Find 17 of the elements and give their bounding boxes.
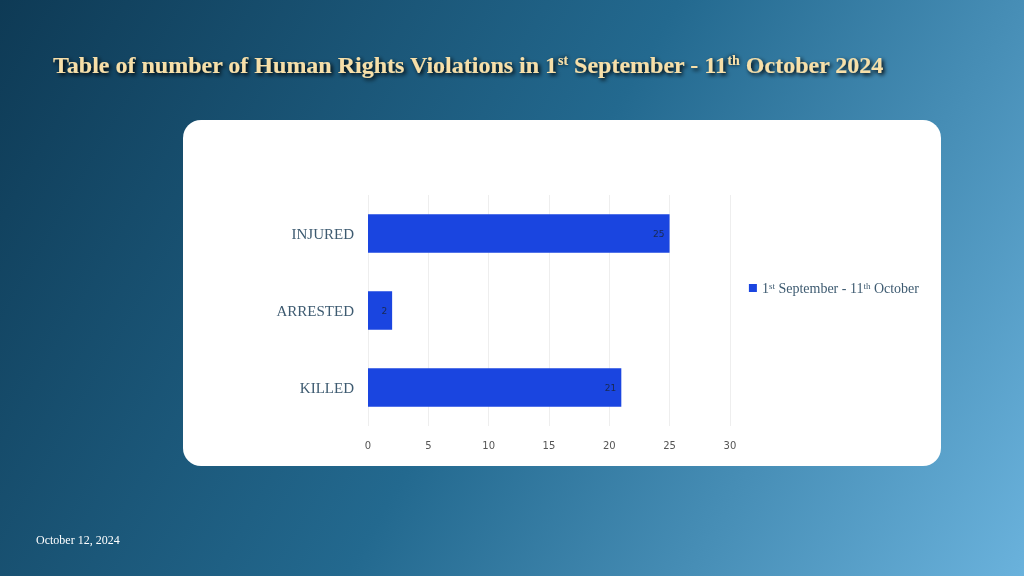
x-tick-label: 25 [663, 439, 676, 451]
x-tick-label: 15 [542, 439, 556, 451]
x-tick-label: 5 [425, 439, 432, 451]
y-tick-label: INJURED [291, 225, 355, 242]
y-tick-label: ARRESTED [276, 302, 355, 319]
bar [368, 214, 670, 253]
x-tick-label: 0 [364, 439, 372, 451]
data-label: 2 [381, 305, 388, 316]
text: October 12, 2024 [36, 533, 120, 547]
x-tick-label: 20 [602, 439, 616, 451]
x-tick-label: 30 [723, 439, 737, 451]
y-tick-label: KILLED [299, 379, 355, 396]
data-label: 25 [653, 228, 665, 239]
bar [368, 291, 393, 330]
bar [368, 368, 622, 407]
x-tick-label: 10 [482, 439, 495, 451]
data-label: 21 [604, 382, 617, 393]
